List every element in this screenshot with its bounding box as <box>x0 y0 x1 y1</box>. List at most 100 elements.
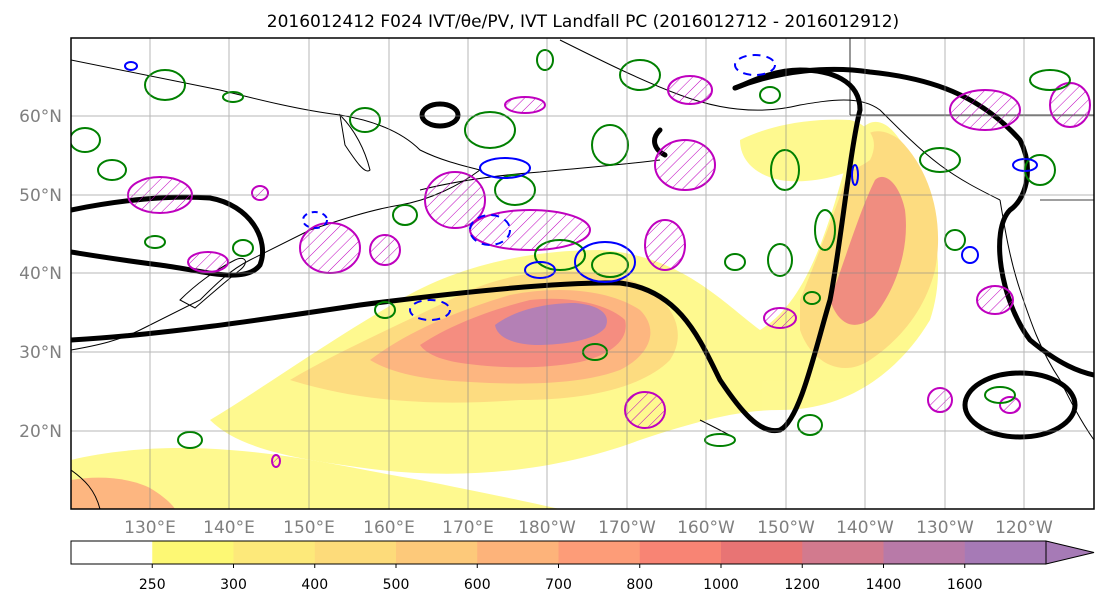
longitude-label: 140°E <box>203 518 255 538</box>
colorbar-tick-label: 600 <box>464 577 491 593</box>
theta-e-contour <box>724 253 746 271</box>
longitude-label: 170°W <box>598 518 656 538</box>
theta-e-contour <box>767 243 793 277</box>
colorbar-segment <box>964 541 1047 564</box>
ivt-plume-east-core <box>830 176 906 325</box>
colorbar-tick-label: 1400 <box>866 577 902 593</box>
theta-e-contour <box>919 147 961 173</box>
longitude-label: 120°W <box>995 518 1053 538</box>
longitude-label: 160°E <box>363 518 415 538</box>
colorbar-segment <box>71 541 153 564</box>
pv-contour <box>302 211 328 229</box>
colorbar: 250 300 400 500 600 700 800 1000 1200 1400 1600 <box>70 540 1095 593</box>
longitude-label: 130°E <box>124 518 176 538</box>
longitude-label: 180°W <box>518 518 576 538</box>
ivt-landfall-region <box>271 454 281 468</box>
colorbar-tick-label: 1600 <box>947 577 983 593</box>
theta-e-contour <box>232 239 254 257</box>
theta-e-contour <box>494 174 536 206</box>
longitude-label: 140°W <box>836 518 894 538</box>
colorbar-segment <box>314 541 397 564</box>
theta-e-contour <box>759 86 781 104</box>
pv-contour <box>124 61 138 71</box>
colorbar-segment <box>152 541 234 564</box>
theta-e-contour <box>704 433 736 447</box>
longitude-label: 170°E <box>442 518 494 538</box>
ivt-landfall-region <box>927 387 953 413</box>
pc-contour-north-arc <box>732 66 1094 378</box>
colorbar-tick-label: 1200 <box>784 577 820 593</box>
colorbar-tick-label: 400 <box>301 577 328 593</box>
latitude-label: 40°N <box>19 264 62 284</box>
longitude-label: 150°W <box>757 518 815 538</box>
coastline-philippines <box>71 469 101 509</box>
pc-contour-main <box>71 67 863 434</box>
longitude-label: 160°W <box>677 518 735 538</box>
pc-contours <box>71 66 1094 440</box>
pv-contour <box>851 164 859 186</box>
latitude-label: 50°N <box>19 186 62 206</box>
ivt-landfall-region <box>763 307 797 329</box>
coastline-asia <box>71 59 482 351</box>
pv-contour <box>524 261 556 279</box>
colorbar-segment <box>477 541 559 564</box>
ivt-landfall-region <box>999 396 1021 414</box>
colorbar-segment <box>721 541 803 564</box>
theta-e-contour <box>770 149 800 191</box>
theta-e-contour <box>534 239 586 271</box>
figure-title: 2016012412 F024 IVT/θe/PV, IVT Landfall … <box>267 12 899 32</box>
latitude-label: 60°N <box>19 107 62 127</box>
ivt-landfall-region <box>251 185 269 201</box>
theta-e-contour <box>536 49 554 71</box>
theta-e-contour <box>144 235 166 249</box>
pc-contour-southeast-ring <box>962 370 1078 440</box>
colorbar-extend-arrow <box>1045 540 1095 565</box>
ivt-shading <box>71 119 939 509</box>
pv-contours <box>124 54 1038 321</box>
pc-contour-small-ring <box>419 101 461 129</box>
ivt-landfall-region <box>667 75 713 105</box>
ivt-landfall-region <box>187 251 229 273</box>
theta-e-contour <box>392 204 418 226</box>
map-border <box>70 37 1095 510</box>
longitude-label: 130°W <box>916 518 974 538</box>
pv-contour <box>469 214 511 246</box>
theta-e-contour <box>1029 69 1071 91</box>
colorbar-tick-label: 500 <box>383 577 410 593</box>
theta-e-contour <box>803 291 821 305</box>
ivt-landfall-region <box>624 391 666 429</box>
theta-e-contour <box>144 69 186 101</box>
coastline-kamchatka <box>339 113 371 172</box>
ivt-landfall-region <box>654 139 716 191</box>
theta-e-contour <box>464 111 516 149</box>
theta-e-contour <box>984 386 1016 404</box>
theta-e-contour <box>177 431 203 449</box>
theta-e-contour <box>71 127 101 153</box>
colorbar-segment <box>802 541 884 564</box>
longitude-labels: 130°E 140°E 150°E 160°E 170°E 180°W 170°W 160°W… <box>124 518 1053 538</box>
theta-e-contour <box>814 209 836 251</box>
theta-e-contours <box>71 49 1071 449</box>
colorbar-tick-label: 800 <box>626 577 653 593</box>
colorbar-tick-label: 250 <box>139 577 166 593</box>
colorbar-tick-label: 700 <box>545 577 572 593</box>
map-panel <box>71 38 1094 509</box>
theta-e-contour <box>374 301 396 319</box>
pv-contour <box>409 299 451 321</box>
latitude-label: 30°N <box>19 343 62 363</box>
ivt-landfall-region <box>949 89 1021 131</box>
pv-contour <box>961 246 979 264</box>
longitude-label: 150°E <box>283 518 335 538</box>
pv-contour <box>574 241 636 283</box>
ivt-landfall-region <box>504 96 546 114</box>
ivt-landfall-region <box>369 234 401 266</box>
theta-e-contour <box>222 91 244 103</box>
latitude-label: 20°N <box>19 422 62 442</box>
theta-e-contour <box>97 159 127 181</box>
coastline-japan <box>179 257 246 309</box>
pv-contour <box>1012 158 1038 172</box>
theta-e-contour <box>591 124 629 166</box>
theta-e-contour <box>619 59 661 91</box>
ivt-plume-southwest <box>71 448 560 509</box>
